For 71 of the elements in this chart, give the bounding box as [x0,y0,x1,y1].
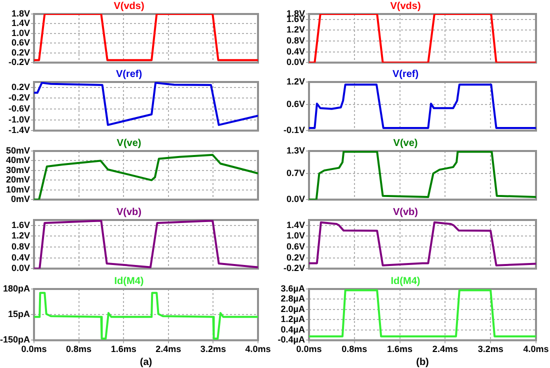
y-tick-label: 180pA [2,283,30,294]
y-tick-label: 1.2µA [280,314,306,324]
x-tick-label: 0.8ms [342,344,368,354]
x-tick-label: 3.2ms [478,344,504,354]
y-tick-label: 0.2V [11,47,30,58]
y-tick-label: 0.6V [286,98,305,109]
y-tick-label: 1.4V [286,220,305,230]
chart-title: Id(M4) [390,276,420,287]
y-tick-label: -1.4V [8,125,30,136]
text: (b) [416,357,429,368]
x-tick-label: 1.6ms [387,344,413,354]
chart-title: V(vb) [393,206,418,218]
x-tick-label: 4.0ms [245,344,271,354]
chart-title: Id(M4) [114,276,144,287]
y-tick-label: -0.6V [8,103,30,114]
y-tick-label: 0.6V [286,241,305,252]
chart-title: V(ve) [393,138,418,149]
y-tick-label: 50mV [6,145,30,156]
y-tick-label: 1.2V [11,230,30,241]
y-tick-label: 2.0µA [280,304,306,314]
y-tick-label: -0.1V [283,125,305,136]
y-tick-label: 1.2V [286,24,305,35]
y-tick-label: 1.8V [11,8,30,18]
chart-title: V(ref) [116,68,142,80]
x-tick-label: 0.0ms [21,344,47,354]
x-tick-label: 3.2ms [200,344,226,354]
y-tick-label: 3.6µA [280,283,306,294]
y-tick-label: 2.8µA [280,294,306,304]
y-tick-label: 15pA [8,309,30,320]
y-tick-label: 0.0V [286,194,305,204]
y-tick-label: 0.2V [11,82,30,92]
x-tick-label: 1.6ms [110,344,136,354]
chart-title: V(ref) [392,68,419,80]
x-tick-label: 2.4ms [156,344,182,354]
x-tick-label: 4.0ms [523,344,549,354]
y-tick-label: 0mV [10,194,30,204]
x-tick-label: 2.4ms [432,344,458,354]
y-tick-label: -0.4µA [278,334,306,345]
y-tick-label: 0.4µA [280,324,306,334]
chart-title: V(vds) [114,0,144,12]
y-tick-label: -1.0V [8,114,30,124]
y-tick-label: 30mV [6,164,30,175]
y-tick-label: 1.8V [286,8,305,18]
y-tick-label: 1.4V [11,18,30,28]
y-tick-label: 10mV [6,184,30,194]
y-tick-label: 0.8V [11,241,30,252]
text: (a) [140,357,152,368]
y-tick-label: -0.2V [8,57,30,68]
chart-title: V(vds) [390,0,421,12]
y-tick-label: 1.0V [286,230,305,241]
chart-title: V(ve) [116,138,142,149]
y-tick-label: -0.2V [8,92,30,103]
x-tick-label: 0.8ms [66,344,92,354]
y-tick-label: -0.2V [283,263,305,274]
y-tick-label: -150pA [0,334,30,345]
x-tick-label: 0.0ms [296,344,322,354]
y-tick-label: 0.8V [286,35,305,46]
y-tick-label: 0.6V [11,38,30,48]
y-tick-label: 1.0V [11,28,30,38]
y-tick-label: 0.0V [286,57,305,68]
y-tick-label: 0.2V [286,252,305,262]
y-tick-label: 0.4V [11,252,30,262]
y-tick-label: 0.0V [11,263,30,274]
y-tick-label: 40mV [6,155,30,166]
y-tick-label: 1.6V [11,220,30,230]
y-tick-label: 0.4V [286,46,305,56]
y-tick-label: 0.7V [286,168,305,178]
y-tick-label: 1.2V [286,76,305,86]
chart-title: V(vb) [116,206,142,218]
y-tick-label: 20mV [6,174,30,185]
y-tick-label: 1.3V [286,145,305,156]
